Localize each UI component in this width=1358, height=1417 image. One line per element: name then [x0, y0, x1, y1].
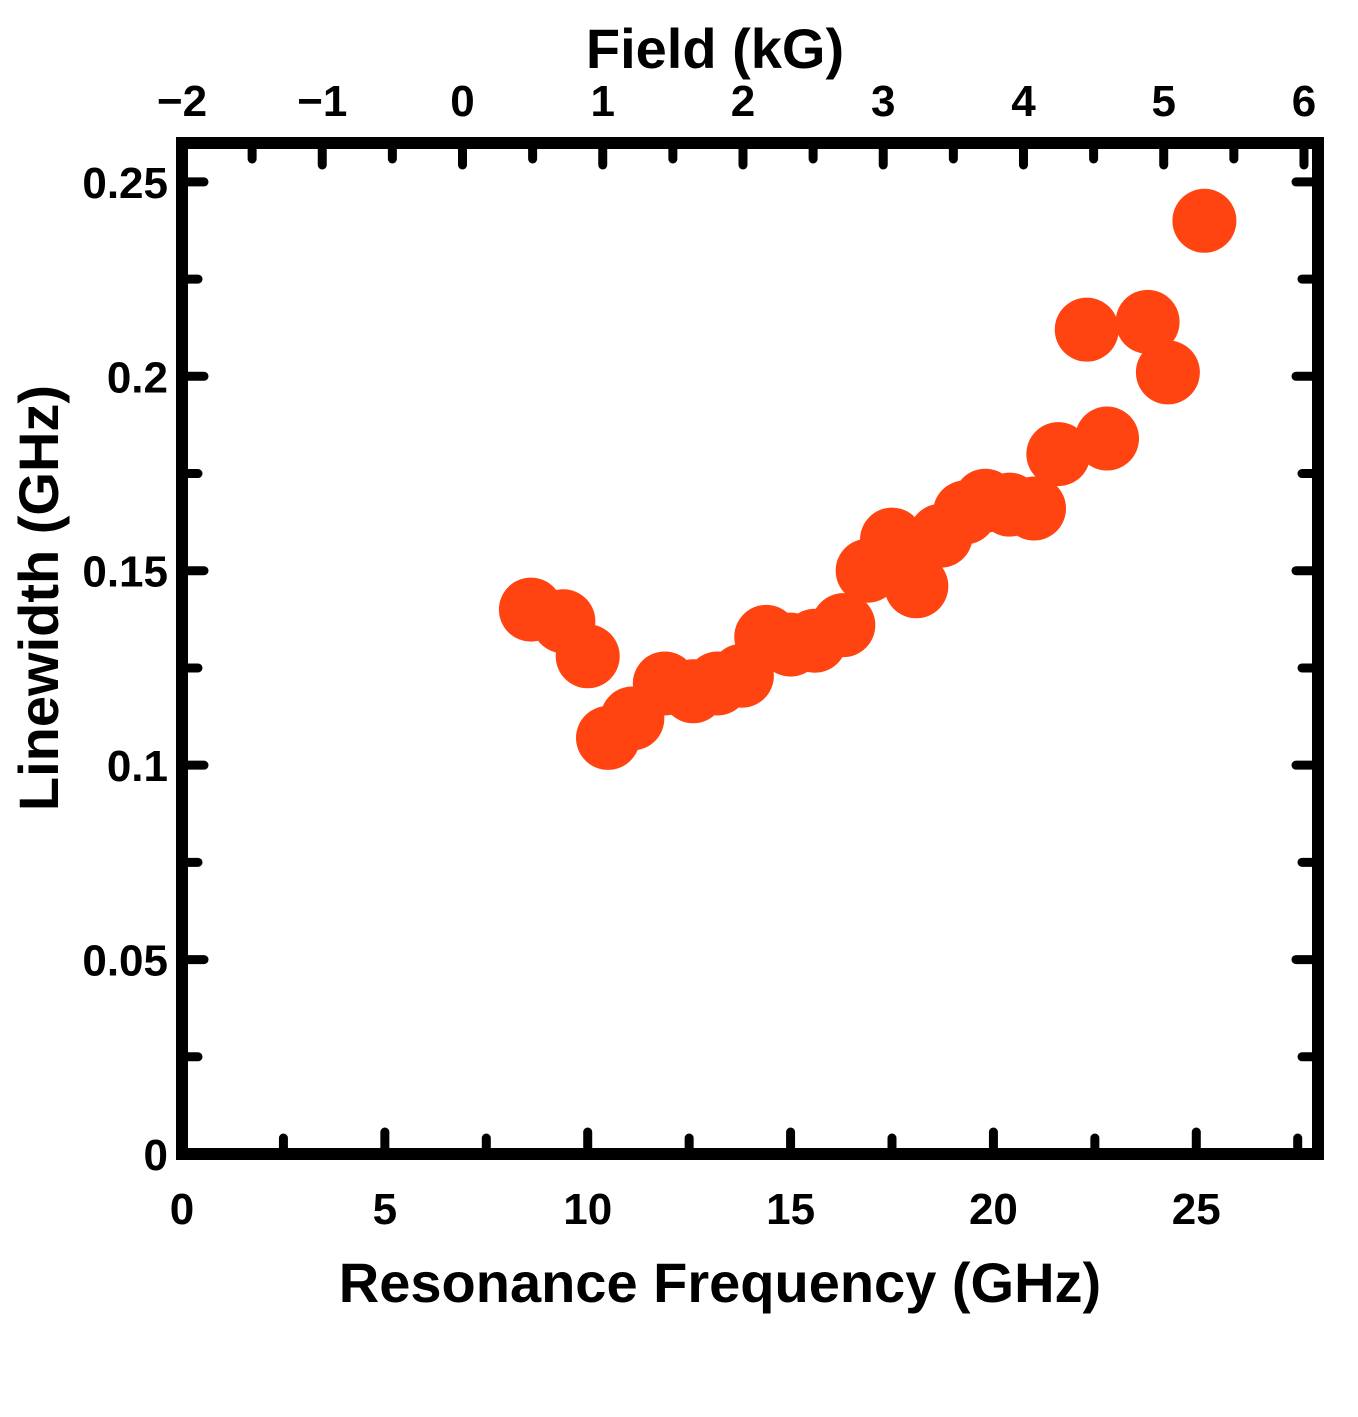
- x-tick-label: 20: [969, 1185, 1018, 1234]
- top-x-tick-label: 5: [1151, 77, 1175, 126]
- y-axis-title: Linewidth (GHz): [7, 385, 70, 811]
- data-point: [1135, 340, 1200, 405]
- top-x-tick-label: −1: [297, 77, 347, 126]
- data-point: [1115, 289, 1180, 354]
- top-x-tick-label: 1: [590, 77, 614, 126]
- x-tick-label: 25: [1172, 1185, 1221, 1234]
- x-tick-label: 0: [170, 1185, 194, 1234]
- top-x-axis-title: Field (kG): [586, 17, 844, 80]
- data-point: [1026, 422, 1091, 487]
- data-point: [555, 624, 620, 689]
- plot-frame: [176, 137, 1324, 1160]
- top-x-tick-label: 0: [450, 77, 474, 126]
- y-tick-label: 0: [144, 1131, 168, 1180]
- top-x-tick-label: 4: [1011, 77, 1036, 126]
- top-x-tick-label: −2: [157, 77, 207, 126]
- data-point: [884, 554, 949, 619]
- axis-ticks: [177, 138, 1323, 1159]
- tick-labels: 0 5 10 15 20 25 0 0.05 0.1 0.15 0.2 0.25 −2 −1 0 1 2 3 4 5 6: [82, 77, 1316, 1234]
- data-point: [1002, 476, 1066, 541]
- y-tick-label: 0.05: [82, 937, 168, 986]
- y-tick-label: 0.15: [82, 548, 168, 597]
- data-point: [1054, 297, 1119, 362]
- x-tick-label: 5: [373, 1185, 397, 1234]
- data-point: [1075, 406, 1140, 471]
- x-tick-label: 10: [563, 1185, 612, 1234]
- y-tick-label: 0.1: [107, 742, 168, 791]
- data-point: [811, 593, 876, 658]
- top-x-tick-label: 2: [731, 77, 755, 126]
- data-points: [498, 188, 1237, 770]
- top-x-tick-label: 3: [871, 77, 895, 126]
- top-x-tick-label: 6: [1292, 77, 1316, 126]
- y-tick-label: 0.2: [107, 353, 168, 402]
- y-tick-label: 0.25: [82, 159, 168, 208]
- x-axis-title: Resonance Frequency (GHz): [339, 1251, 1101, 1314]
- data-point: [1172, 188, 1237, 253]
- x-tick-label: 15: [766, 1185, 815, 1234]
